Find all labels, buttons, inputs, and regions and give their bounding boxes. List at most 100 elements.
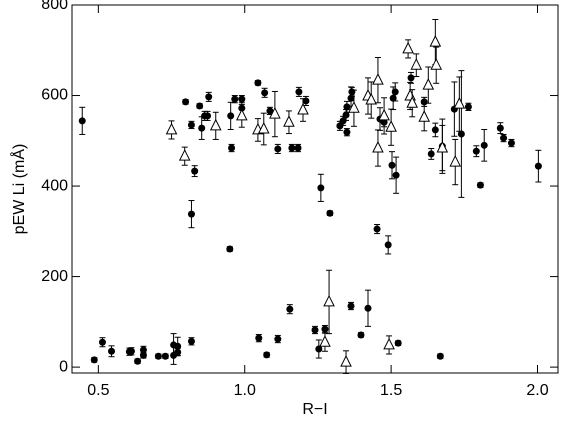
point (288, 144, 296, 152)
point (323, 294, 335, 307)
y-tick-label: 0 (59, 358, 68, 375)
point (228, 144, 236, 152)
point (205, 93, 213, 101)
point (340, 355, 352, 367)
point (394, 339, 402, 347)
point (154, 352, 162, 360)
point (372, 73, 384, 85)
point (283, 115, 295, 127)
x-tick-label: 1.5 (380, 382, 402, 399)
point (429, 34, 442, 47)
point (384, 241, 392, 249)
y-tick-label: 600 (41, 87, 68, 104)
point (480, 141, 488, 149)
point (464, 103, 472, 111)
point (436, 352, 444, 360)
y-axis-label: pEW Li (mÅ) (9, 144, 28, 235)
point (496, 124, 504, 132)
point (418, 110, 431, 122)
point (431, 126, 439, 134)
plot-frame (71, 4, 559, 374)
point (98, 338, 106, 346)
point (507, 139, 515, 147)
point (364, 304, 372, 312)
point (348, 101, 360, 113)
point (453, 97, 466, 109)
x-tick-label: 0.5 (87, 382, 109, 399)
point (422, 78, 435, 90)
point (449, 154, 462, 167)
point (342, 111, 350, 119)
point (254, 79, 262, 87)
point (108, 347, 116, 355)
point (257, 121, 270, 134)
point (196, 102, 204, 110)
point (402, 41, 414, 54)
point (326, 209, 334, 217)
point (391, 88, 399, 96)
point (227, 112, 235, 120)
point (261, 89, 269, 97)
point (204, 112, 212, 120)
point (311, 326, 319, 334)
y-tick-label: 800 (41, 0, 68, 13)
point (357, 331, 365, 339)
point (500, 134, 508, 142)
point (436, 140, 449, 153)
point (286, 305, 294, 313)
point (182, 98, 190, 106)
point (187, 337, 195, 345)
point (392, 171, 400, 179)
point (274, 335, 282, 343)
point (343, 128, 351, 136)
point (269, 106, 281, 119)
point (383, 337, 395, 350)
point (294, 144, 302, 152)
point (315, 345, 323, 353)
point (297, 102, 309, 115)
point (134, 357, 142, 365)
point (165, 122, 178, 135)
point (231, 95, 239, 103)
point (319, 335, 331, 347)
point (388, 161, 396, 169)
point (238, 95, 246, 103)
point (404, 88, 416, 101)
point (336, 122, 344, 130)
point (472, 147, 480, 155)
point (321, 325, 329, 333)
x-axis-label: R−I (302, 401, 327, 418)
point (457, 130, 465, 138)
point (295, 88, 303, 96)
x-tick-label: 2.0 (526, 382, 548, 399)
point (161, 352, 169, 360)
point (174, 342, 182, 350)
point (430, 58, 443, 70)
point (317, 184, 325, 192)
point (406, 96, 419, 108)
point (263, 351, 271, 359)
point (226, 245, 234, 253)
point (427, 150, 435, 158)
point (139, 346, 147, 354)
point (187, 121, 195, 129)
point (347, 302, 355, 310)
point (343, 103, 351, 111)
point (266, 107, 274, 115)
point (178, 149, 191, 161)
point (302, 97, 310, 105)
point (378, 108, 390, 121)
y-tick-label: 400 (41, 177, 68, 194)
point (407, 74, 415, 82)
y-tick-label: 200 (41, 268, 68, 285)
point (372, 140, 384, 153)
point (209, 118, 222, 131)
point (255, 334, 263, 342)
point (373, 225, 381, 233)
point (365, 92, 378, 105)
point (410, 58, 423, 70)
point (191, 167, 199, 175)
point (127, 347, 135, 355)
